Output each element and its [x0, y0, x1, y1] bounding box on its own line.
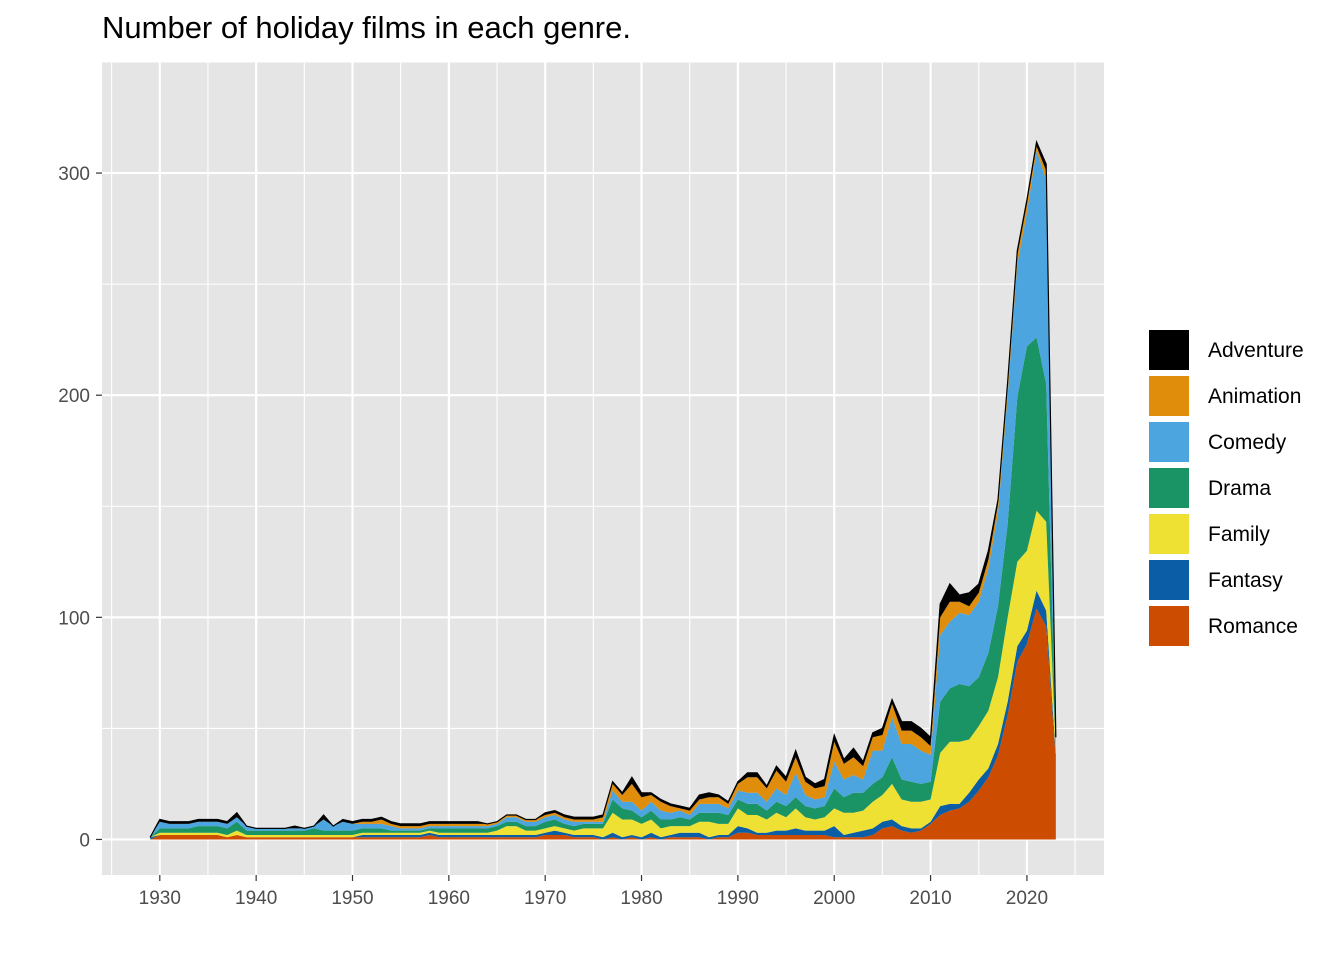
- legend-label: Animation: [1208, 385, 1302, 408]
- axis-ticks: 1930 1940 1950 1960 1970 1980 1990 2000 2010 2020…: [58, 164, 1048, 909]
- legend-label: Drama: [1208, 477, 1272, 500]
- x-tick-label: 2000: [813, 888, 855, 909]
- x-tick-label: 1950: [331, 888, 373, 909]
- legend-label: Romance: [1208, 615, 1298, 638]
- x-tick-label: 1960: [428, 888, 470, 909]
- chart-title: Number of holiday films in each genre.: [102, 10, 631, 45]
- x-tick-label: 1940: [235, 888, 277, 909]
- legend-label: Adventure: [1208, 339, 1304, 362]
- legend-key-swatch: [1148, 467, 1190, 509]
- stacked-area-chart: 1930 1940 1950 1960 1970 1980 1990 2000 2010 2020…: [58, 61, 1104, 909]
- legend-label: Fantasy: [1208, 569, 1283, 592]
- x-tick-label: 1970: [524, 888, 566, 909]
- legend-label: Comedy: [1208, 431, 1287, 454]
- x-tick-label: 2020: [1006, 888, 1048, 909]
- x-tick-label: 1980: [620, 888, 662, 909]
- x-tick-label: 2010: [909, 888, 951, 909]
- legend-key-swatch: [1148, 559, 1190, 601]
- y-tick-label: 0: [79, 830, 90, 851]
- legend-key-swatch: [1148, 329, 1190, 371]
- y-tick-label: 200: [58, 386, 90, 407]
- area-romance: [150, 608, 1056, 840]
- legend-key-swatch: [1148, 605, 1190, 647]
- legend-key-swatch: [1148, 513, 1190, 555]
- legend-key-swatch: [1148, 421, 1190, 463]
- x-tick-label: 1930: [139, 888, 181, 909]
- y-tick-label: 100: [58, 608, 90, 629]
- y-tick-label: 300: [58, 164, 90, 185]
- area-series: [149, 139, 1057, 840]
- legend-key-swatch: [1148, 375, 1190, 417]
- x-tick-label: 1990: [717, 888, 759, 909]
- legend-label: Family: [1208, 523, 1270, 546]
- stack-total-outline: [149, 139, 1057, 838]
